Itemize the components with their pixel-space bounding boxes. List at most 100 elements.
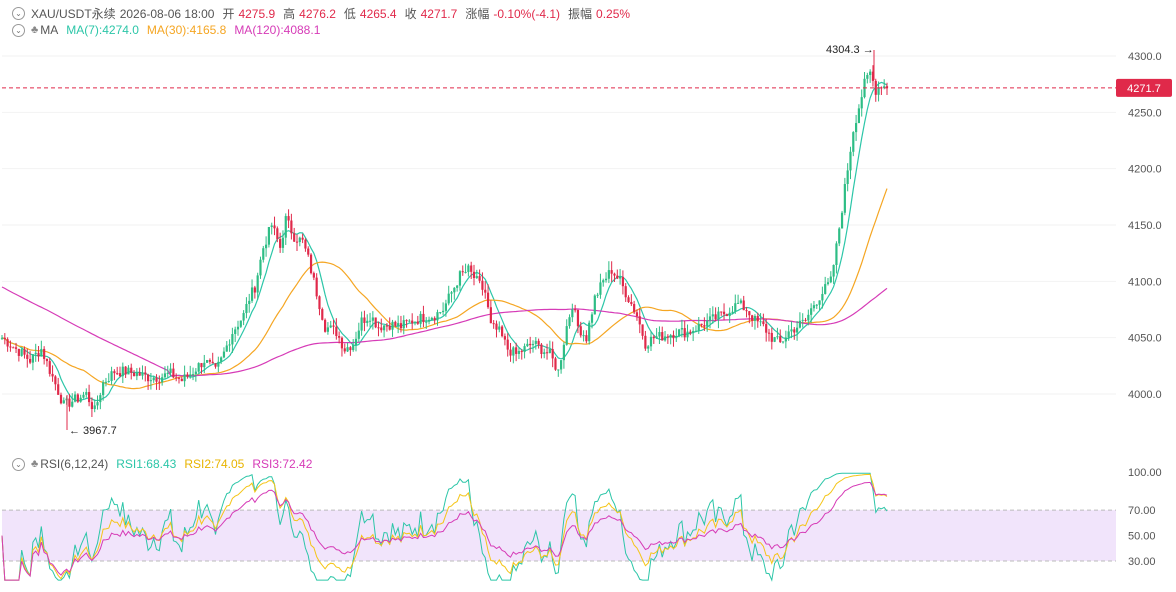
candle-body bbox=[152, 377, 155, 381]
bell-icon[interactable]: ♣ bbox=[31, 24, 39, 36]
candle bbox=[149, 373, 153, 390]
candle-body bbox=[683, 328, 686, 338]
candle bbox=[534, 337, 537, 350]
candle bbox=[672, 330, 675, 347]
candle bbox=[433, 316, 436, 325]
candle-body bbox=[99, 395, 102, 403]
candle bbox=[87, 384, 91, 407]
candle-body bbox=[689, 331, 692, 334]
candle-body bbox=[413, 321, 417, 324]
candle bbox=[557, 369, 560, 377]
candle-body bbox=[228, 344, 231, 346]
candle bbox=[161, 373, 164, 386]
candle bbox=[411, 313, 414, 330]
candle bbox=[315, 273, 318, 300]
candle bbox=[683, 320, 686, 341]
candle-body bbox=[734, 303, 737, 312]
candle-body bbox=[728, 312, 731, 317]
candle bbox=[869, 69, 872, 83]
chevron-down-icon[interactable]: ⌄ bbox=[12, 7, 25, 20]
candle-body bbox=[124, 366, 127, 375]
candle-body bbox=[40, 348, 43, 357]
candle-body bbox=[722, 311, 726, 315]
candle-body bbox=[588, 322, 591, 342]
candle-body bbox=[436, 312, 439, 321]
candle-body bbox=[177, 377, 181, 379]
candle-body bbox=[37, 352, 40, 357]
candle-body bbox=[818, 300, 821, 305]
candle-body bbox=[194, 371, 197, 375]
bell-icon[interactable]: ♣ bbox=[31, 458, 39, 470]
rsi3-line bbox=[1, 481, 888, 581]
candle-body bbox=[23, 349, 26, 355]
candle-body bbox=[295, 241, 299, 243]
candle bbox=[787, 325, 790, 341]
rsi-legend: ⌄ ♣ RSI(6,12,24) RSI1:68.43 RSI2:74.05 R… bbox=[12, 457, 320, 471]
candle bbox=[62, 397, 65, 404]
candle bbox=[416, 315, 419, 325]
candle bbox=[801, 313, 804, 328]
candle bbox=[812, 300, 816, 312]
candle-body bbox=[821, 293, 824, 301]
candle bbox=[169, 363, 172, 377]
candle bbox=[545, 343, 549, 360]
candle-body bbox=[661, 332, 664, 341]
candle-body bbox=[596, 294, 599, 296]
candle-body bbox=[197, 363, 200, 372]
candle bbox=[73, 391, 77, 403]
candle-body bbox=[742, 300, 745, 311]
candle bbox=[20, 348, 23, 357]
candle-body bbox=[824, 284, 827, 294]
candle bbox=[453, 287, 456, 300]
candle bbox=[793, 327, 796, 340]
candle-body bbox=[675, 336, 678, 339]
candle-body bbox=[874, 80, 877, 95]
candle bbox=[838, 227, 841, 247]
axis-labels: 4300.0 4250.0 4200.0 4150.0 4100.0 4050.0 4000… bbox=[1128, 51, 1162, 568]
candle bbox=[818, 300, 821, 311]
candle-body bbox=[363, 317, 366, 323]
candle-body bbox=[51, 373, 54, 377]
candle bbox=[484, 281, 487, 299]
candle-body bbox=[857, 108, 861, 124]
candle-body bbox=[28, 358, 32, 363]
candle bbox=[158, 375, 161, 391]
candle bbox=[815, 304, 818, 309]
candle bbox=[96, 395, 99, 410]
candle bbox=[798, 312, 802, 329]
candle-body bbox=[270, 225, 273, 227]
candle-body bbox=[419, 313, 422, 324]
candle-body bbox=[663, 336, 667, 341]
candle-body bbox=[562, 344, 566, 361]
candle bbox=[441, 302, 445, 316]
price-tick-label: 4100.0 bbox=[1128, 276, 1162, 288]
candle-body bbox=[346, 347, 349, 352]
candle-body bbox=[739, 300, 743, 303]
candle-body bbox=[172, 368, 175, 378]
rsi-lines bbox=[1, 472, 888, 582]
candle-body bbox=[618, 276, 622, 279]
candle bbox=[332, 320, 335, 335]
candle bbox=[866, 72, 869, 84]
candle bbox=[582, 330, 585, 342]
candle-body bbox=[666, 336, 669, 338]
candle-body bbox=[349, 347, 352, 351]
candle-body bbox=[394, 321, 397, 326]
candle-body bbox=[807, 314, 810, 321]
candle-body bbox=[815, 304, 818, 306]
candle-body bbox=[590, 314, 594, 323]
candle bbox=[130, 363, 133, 380]
candle-body bbox=[843, 184, 846, 213]
candle bbox=[773, 336, 776, 343]
chevron-down-icon[interactable]: ⌄ bbox=[12, 23, 25, 37]
candle bbox=[478, 269, 481, 284]
candle-body bbox=[801, 319, 804, 321]
candle-body bbox=[118, 373, 122, 377]
chevron-down-icon[interactable]: ⌄ bbox=[12, 457, 25, 471]
candle bbox=[767, 328, 771, 342]
candle-body bbox=[652, 336, 655, 339]
candle bbox=[543, 348, 546, 359]
candle-body bbox=[616, 275, 619, 279]
candle-body bbox=[540, 344, 543, 354]
candle-body bbox=[169, 368, 172, 373]
